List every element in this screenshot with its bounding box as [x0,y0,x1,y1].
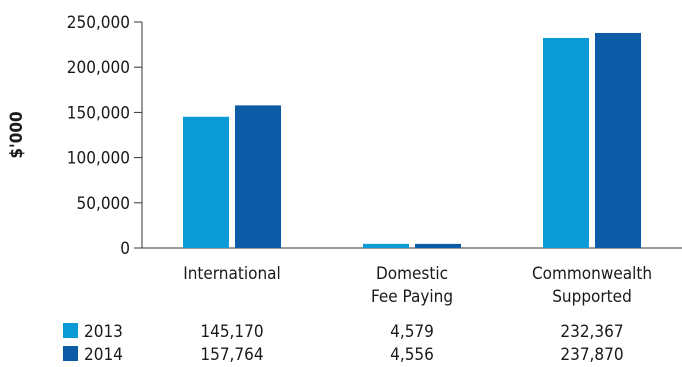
legend-swatch [63,346,78,361]
legend-swatch [63,323,78,338]
bar-2013 [183,116,229,248]
bar-2013 [363,243,409,248]
legend-label: 2014 [84,345,123,365]
y-axis-ticks: 0 50,000 100,000 150,000 200,000 250,000 [67,13,142,259]
y-tick-label: 0 [120,239,130,259]
table-value: 145,170 [200,322,263,342]
bar-2014 [235,105,281,248]
table-value: 4,579 [390,322,434,342]
y-tick-label: 100,000 [67,149,130,169]
table-value: 4,556 [390,345,434,365]
bar-2014 [415,243,461,248]
y-tick-label: 150,000 [67,103,130,123]
y-axis-label: $'000 [7,111,27,158]
y-tick-label: 200,000 [67,58,130,78]
y-tick-label: 250,000 [67,13,130,33]
category-label: International [183,264,281,284]
bar-2013 [543,37,589,248]
category-label: Domestic [376,264,448,284]
category-label: Commonwealth [532,264,652,284]
table-value: 157,764 [200,345,263,365]
table-value: 237,870 [560,345,623,365]
data-table: 2013 145,170 4,579 232,367 2014 157,764 4,556 2… [63,322,624,365]
category-label: Supported [552,287,632,307]
legend-label: 2013 [84,322,123,342]
bar-2014 [595,32,641,249]
category-labels: International Domestic Fee Paying Commonwea… [183,264,652,307]
y-tick-label: 50,000 [77,194,131,214]
category-label: Fee Paying [371,287,453,307]
bars-group [183,32,641,249]
table-value: 232,367 [560,322,623,342]
